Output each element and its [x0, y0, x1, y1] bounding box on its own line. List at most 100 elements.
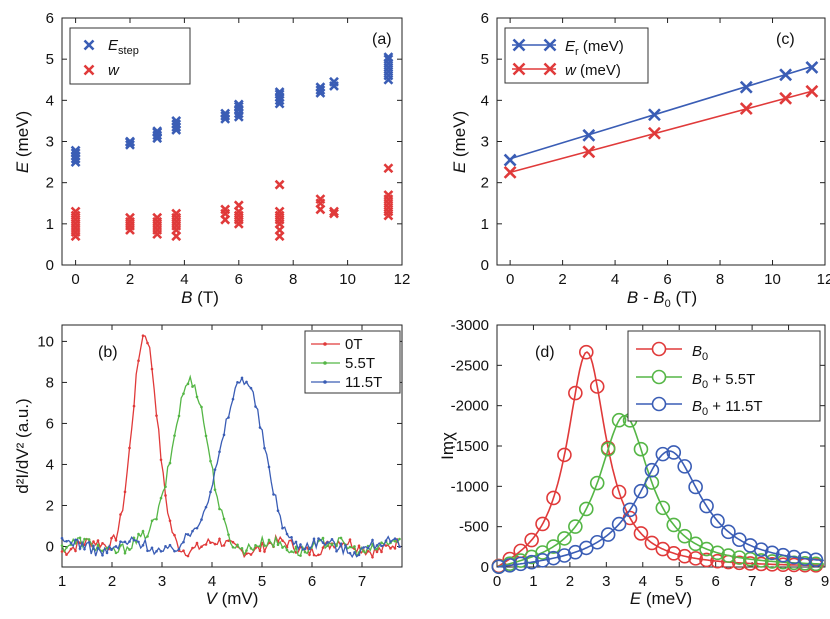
data-point-0: [805, 60, 819, 74]
trace-point-0T: [209, 541, 212, 545]
trace-point-5.5T: [231, 545, 235, 549]
trace-point-11.5T: [195, 526, 199, 530]
trace-point-5.5T: [146, 535, 149, 538]
y-tick-label: -500: [459, 519, 489, 536]
panel-d-legend-b0: B0: [692, 343, 708, 363]
trace-point-0T: [317, 553, 320, 557]
data-circle-2: [644, 462, 660, 478]
trace-point-11.5T: [200, 518, 203, 521]
trace-point-11.5T: [83, 547, 86, 551]
trace-point-5.5T: [294, 545, 298, 549]
legend-marker-0: [543, 38, 557, 52]
trace-point-11.5T: [231, 397, 235, 401]
panel-b-frame: [61, 324, 403, 568]
trace-point-11.5T: [285, 532, 289, 536]
trace-point-5.5T: [222, 517, 226, 521]
panel-c-ylabel: E (meV): [450, 111, 469, 173]
trace-point-5.5T: [155, 517, 158, 521]
trace-point-0T: [168, 519, 172, 523]
trace-point-11.5T: [227, 416, 230, 419]
trace-point-11.5T: [159, 550, 163, 553]
panel-c-label: (c): [776, 31, 795, 48]
trace-point-0T: [312, 553, 316, 557]
data-point-1: [582, 145, 596, 159]
x-tick-label: 0: [493, 573, 501, 590]
trace-point-5.5T: [299, 554, 302, 557]
data-point-1: [779, 91, 793, 105]
scatter-point-E_step: [383, 54, 394, 65]
y-tick-label: 4: [46, 456, 54, 473]
scatter-point-E_step: [233, 99, 244, 110]
data-point-1: [805, 84, 819, 98]
trace-point-5.5T: [204, 434, 208, 438]
trace-point-5.5T: [249, 547, 253, 550]
legend-dot-0: [323, 342, 327, 346]
trace-point-0T: [371, 555, 374, 559]
trace-point-5.5T: [182, 392, 185, 395]
trace-point-5.5T: [393, 539, 397, 543]
panel-b-ylabel: d²I/dV² (a.u.): [13, 398, 32, 493]
x-tick-label: 6: [235, 271, 243, 288]
y-tick-label: 0: [46, 538, 54, 555]
trace-point-0T: [123, 490, 127, 494]
trace-point-11.5T: [294, 540, 298, 544]
data-circle-0: [546, 490, 561, 506]
trace-point-5.5T: [186, 382, 190, 386]
panel-d-legend-b0-115: B0 + 11.5T: [692, 398, 762, 418]
scatter-point-w: [274, 179, 285, 190]
x-tick-label: 4: [180, 271, 188, 288]
legend-marker-1: [543, 62, 557, 76]
trace-point-5.5T: [398, 537, 401, 541]
trace-point-0T: [182, 549, 185, 552]
trace-point-0T: [69, 547, 73, 551]
trace-point-11.5T: [236, 380, 239, 384]
trace-point-5.5T: [195, 395, 199, 399]
trace-point-11.5T: [119, 540, 122, 543]
panel-b-legend-5t: 5.5T: [345, 355, 375, 372]
trace-point-11.5T: [263, 446, 266, 450]
scatter-point-E_step: [220, 108, 231, 119]
panel-b-xlabel: V (mV): [206, 589, 259, 608]
trace-point-5.5T: [123, 551, 127, 555]
trace-point-0T: [65, 553, 68, 556]
trace-point-11.5T: [146, 549, 149, 553]
data-circle-2: [633, 483, 649, 499]
scatter-point-E_step: [274, 87, 285, 98]
fit-curve-2: [497, 450, 824, 568]
trace-point-0T: [96, 539, 100, 542]
y-tick-label: 3: [46, 134, 54, 151]
trace-point-0T: [195, 541, 199, 545]
trace-point-11.5T: [209, 490, 212, 494]
trace-point-11.5T: [393, 537, 397, 540]
trace-point-11.5T: [132, 538, 136, 542]
data-circle-0: [699, 552, 714, 568]
trace-point-5.5T: [227, 533, 230, 536]
panel-d-xlabel: E (meV): [630, 589, 692, 608]
data-circle-1: [797, 556, 813, 571]
trace-point-5.5T: [348, 545, 352, 549]
data-circle-2: [622, 502, 638, 518]
trace-point-11.5T: [128, 540, 131, 543]
fit-line-1: [509, 90, 813, 174]
trace-point-11.5T: [177, 547, 181, 551]
trace-point-0T: [321, 546, 325, 549]
x-tick-label: 12: [817, 271, 830, 288]
data-circle-0: [568, 385, 583, 401]
data-circle-1: [578, 501, 594, 517]
panel-a-legend-w: w: [108, 62, 120, 79]
scatter-point-E_step: [171, 115, 182, 126]
data-circle-1: [568, 519, 583, 534]
panel-c-xlabel: B - B0 (T): [627, 288, 697, 310]
trace-point-0T: [204, 543, 208, 546]
y-tick-label: 4: [481, 92, 489, 109]
trace-point-11.5T: [213, 468, 217, 471]
scatter-point-E_step: [274, 89, 285, 100]
trace-point-5.5T: [164, 485, 167, 489]
data-circle-2: [753, 542, 769, 557]
scatter-point-w: [383, 163, 394, 174]
data-circle-1: [557, 531, 572, 546]
scatter-point-E_step: [233, 111, 244, 122]
trace-point-0T: [213, 542, 217, 546]
